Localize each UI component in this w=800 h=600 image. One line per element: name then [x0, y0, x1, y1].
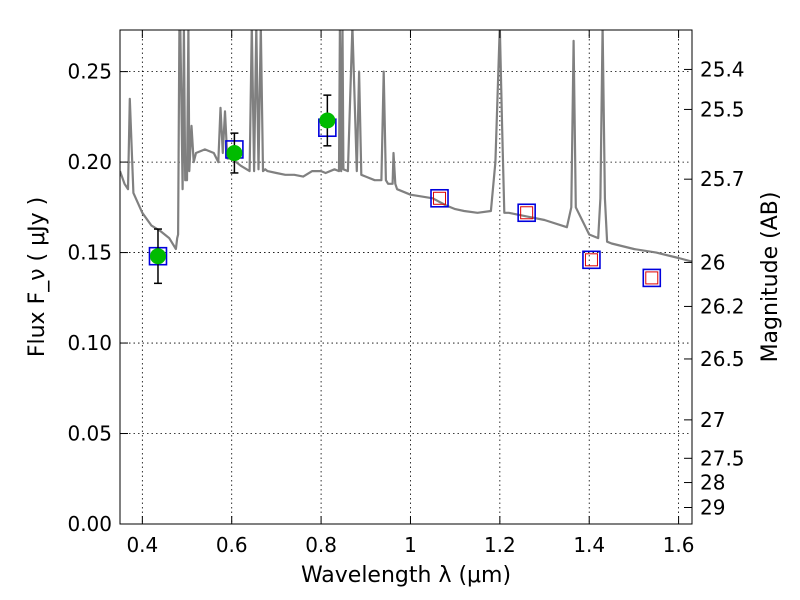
mag-tick-label: 29 — [700, 495, 725, 519]
sed-model-line — [120, 30, 692, 263]
y-axis-label: Flux F_ν ( μJy ) — [25, 197, 50, 357]
plot-frame — [119, 29, 693, 525]
mag-tick-label: 26 — [700, 250, 725, 274]
upper-limit-point — [645, 271, 659, 285]
x-tick-label: 0.6 — [216, 533, 248, 557]
y-tick-label: 0.25 — [67, 60, 112, 84]
model-photometry-point — [642, 268, 662, 288]
right-axis-label: Magnitude (AB) — [758, 192, 783, 363]
observed-point — [319, 112, 336, 129]
y-tick-label: 0.10 — [67, 331, 112, 355]
mag-tick-label: 28 — [700, 471, 725, 495]
x-tick-label: 0.8 — [305, 533, 337, 557]
y-tick-label: 0.00 — [67, 512, 112, 536]
upper-limit-point — [584, 253, 598, 267]
observed-point — [149, 248, 166, 265]
mag-tick-label: 25.4 — [700, 57, 745, 81]
model-layer — [120, 30, 692, 263]
y-tick-label: 0.05 — [67, 422, 112, 446]
x-tick-label: 1.6 — [663, 533, 695, 557]
mag-tick-label: 27 — [700, 408, 725, 432]
x-tick-label: 1.4 — [573, 533, 605, 557]
grid-layer — [120, 30, 692, 525]
model-photometry-point — [582, 250, 601, 270]
mag-tick-label: 27.5 — [700, 446, 745, 470]
upper-limit-point — [433, 191, 447, 205]
mag-tick-label: 25.7 — [700, 167, 745, 191]
mag-tick-label: 26.2 — [700, 294, 745, 318]
model-photometry-point — [430, 188, 449, 208]
model-photometry-point — [517, 203, 536, 223]
y-tick-label: 0.20 — [67, 150, 112, 174]
mag-tick-label: 25.5 — [700, 97, 745, 121]
ticks-layer: 0.4 0.6 0.8 1 1.2 1.4 1.6 0.00 0.05 0.10 0.15 0.20 0… — [67, 30, 745, 557]
x-axis-label: Wavelength λ (μm) — [301, 563, 511, 588]
x-tick-label: 1 — [404, 533, 417, 557]
points-layer — [148, 94, 662, 288]
x-tick-label: 1.2 — [484, 533, 516, 557]
observed-point — [226, 145, 243, 162]
x-tick-label: 0.4 — [126, 533, 158, 557]
upper-limit-point — [520, 206, 534, 220]
mag-tick-label: 26.5 — [700, 347, 745, 371]
y-tick-label: 0.15 — [67, 241, 112, 265]
